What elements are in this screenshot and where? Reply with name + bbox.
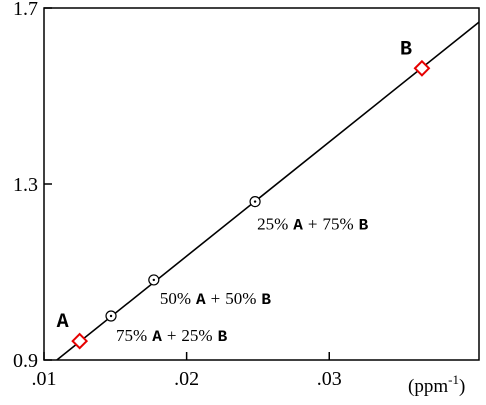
mixture-label: 50% A +50% B — [160, 289, 272, 309]
mixture-marker-dot — [109, 314, 113, 318]
x-axis-unit-exponent: -1 — [448, 372, 459, 387]
x-tick-label: .01 — [32, 368, 57, 390]
mixture-plus: + — [167, 326, 177, 345]
y-tick-label: 0.9 — [13, 350, 38, 372]
mixture-component-a: A — [152, 328, 162, 346]
mixture-plus: + — [211, 289, 221, 308]
mixture-marker-dot — [152, 278, 156, 282]
x-axis-unit: (ppm — [408, 376, 448, 397]
endpoint-label-a: A — [57, 311, 69, 334]
mixture-marker-dot — [253, 200, 257, 203]
mixture-plus: + — [308, 215, 318, 234]
mixture-component-b: B — [218, 328, 228, 346]
mixture-pct-a: 25% — [257, 215, 288, 234]
x-axis-title: (ppm-1) — [408, 372, 465, 397]
mixture-pct-b: 25% — [181, 326, 212, 345]
mixture-component-a: A — [196, 291, 206, 309]
mixture-label: 75% A +25% B — [116, 326, 228, 346]
mixture-pct-b: 50% — [225, 289, 256, 308]
mixture-pct-a: 75% — [116, 326, 147, 345]
data-points — [71, 59, 431, 350]
endpoint-label-b: B — [400, 38, 412, 61]
endpoint-marker-b — [413, 59, 431, 77]
fit-line-group — [56, 21, 480, 361]
mixture-component-a: A — [293, 217, 303, 235]
fit-line — [56, 21, 480, 361]
x-tick-label: .02 — [174, 368, 199, 390]
tick-marks — [43, 7, 330, 361]
y-tick-label: 1.7 — [13, 0, 38, 20]
mixture-pct-b: 75% — [322, 215, 353, 234]
y-tick-label: 1.3 — [13, 174, 38, 196]
mixture-label: 25% A +75% B — [257, 215, 369, 235]
mixture-component-b: B — [359, 217, 369, 235]
annotations: A B 75% A +25% B 50% A +50% B 25% A +75% B — [57, 38, 412, 346]
mixture-component-b: B — [261, 291, 271, 309]
x-axis-unit-close: ) — [459, 376, 465, 397]
mixture-pct-a: 50% — [160, 289, 191, 308]
x-tick-label: .03 — [317, 368, 342, 390]
tick-labels: .01 .02 .03 0.9 1.3 1.7 — [13, 0, 342, 390]
endpoint-marker-a — [71, 332, 89, 350]
x-axis-label: (ppm-1) — [408, 372, 465, 397]
